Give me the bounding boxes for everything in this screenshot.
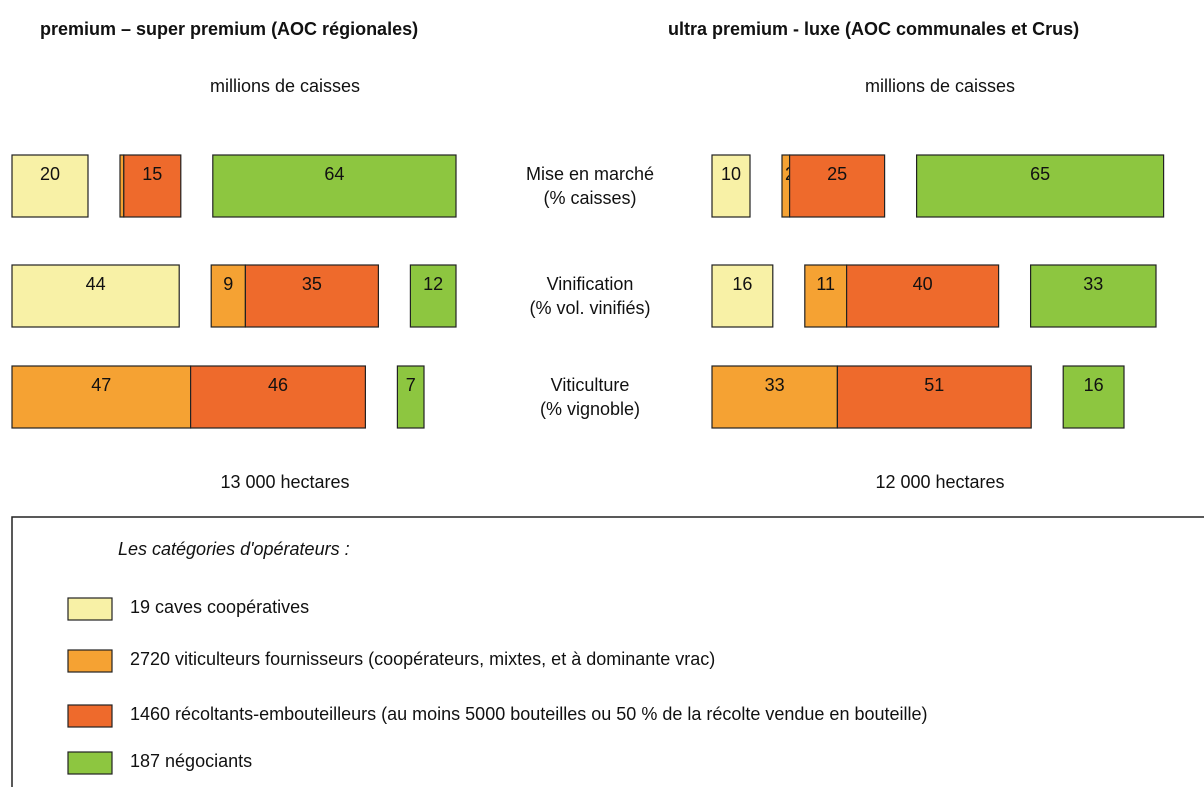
value-label: 33 (765, 375, 785, 395)
value-label: 33 (1083, 274, 1103, 294)
value-label: 35 (302, 274, 322, 294)
bar-segment (123, 154, 182, 218)
bar-segment (409, 264, 457, 328)
bar-segment (711, 264, 774, 328)
value-label: 40 (913, 274, 933, 294)
legend-label: 1460 récoltants-embouteilleurs (au moins… (130, 704, 928, 724)
legend-swatch (67, 751, 113, 775)
row-sublabel: (% caisses) (543, 188, 636, 208)
legend-title: Les catégories d'opérateurs : (118, 539, 350, 559)
value-label: 11 (816, 274, 835, 294)
legend-swatch (67, 649, 113, 673)
row-label: Vinification (547, 274, 634, 294)
bar-segment (788, 154, 886, 218)
value-label: 25 (827, 164, 847, 184)
value-label: 9 (223, 274, 233, 294)
row-label: Mise en marché (526, 164, 654, 184)
value-label: 64 (324, 164, 344, 184)
row-sublabel: (% vol. vinifiés) (529, 298, 650, 318)
value-label: 15 (142, 164, 162, 184)
legend-swatch (67, 704, 113, 728)
value-label: 12 (423, 274, 443, 294)
bar-segment (11, 154, 89, 218)
chart-subtitle: millions de caisses (865, 76, 1015, 96)
value-label: 44 (86, 274, 106, 294)
value-label: 7 (406, 375, 416, 395)
legend-label: 187 négociants (130, 751, 252, 771)
value-label: 20 (40, 164, 60, 184)
value-label: 10 (721, 164, 741, 184)
value-label: 46 (268, 375, 288, 395)
bar-segment (1062, 365, 1125, 429)
bar-segment (845, 264, 1000, 328)
chart-subtitle: millions de caisses (210, 76, 360, 96)
legend-swatch (67, 597, 113, 621)
bar-segment (210, 264, 246, 328)
chart-footnote: 12 000 hectares (875, 472, 1004, 492)
bar-segment (1029, 264, 1157, 328)
chart-title: ultra premium - luxe (AOC communales et … (668, 19, 1079, 39)
bar-segment (212, 154, 457, 218)
legend-label: 2720 viticulteurs fournisseurs (coopérat… (130, 649, 715, 669)
legend-box (11, 516, 1204, 787)
value-label: 16 (732, 274, 752, 294)
bar-segment (711, 365, 839, 429)
bar-segment (190, 365, 367, 429)
value-label: 16 (1084, 375, 1104, 395)
bar-segment (396, 365, 425, 429)
bar-segment (915, 154, 1165, 218)
bar-segment (244, 264, 379, 328)
value-label: 65 (1030, 164, 1050, 184)
legend-label: 19 caves coopératives (130, 597, 309, 617)
bar-segment (11, 264, 180, 328)
value-label: 47 (91, 375, 111, 395)
row-sublabel: (% vignoble) (540, 399, 640, 419)
bar-segment (711, 154, 751, 218)
row-label: Viticulture (551, 375, 630, 395)
bar-segment (836, 365, 1032, 429)
chart-footnote: 13 000 hectares (220, 472, 349, 492)
chart-title: premium – super premium (AOC régionales) (40, 19, 418, 39)
value-label: 51 (924, 375, 944, 395)
